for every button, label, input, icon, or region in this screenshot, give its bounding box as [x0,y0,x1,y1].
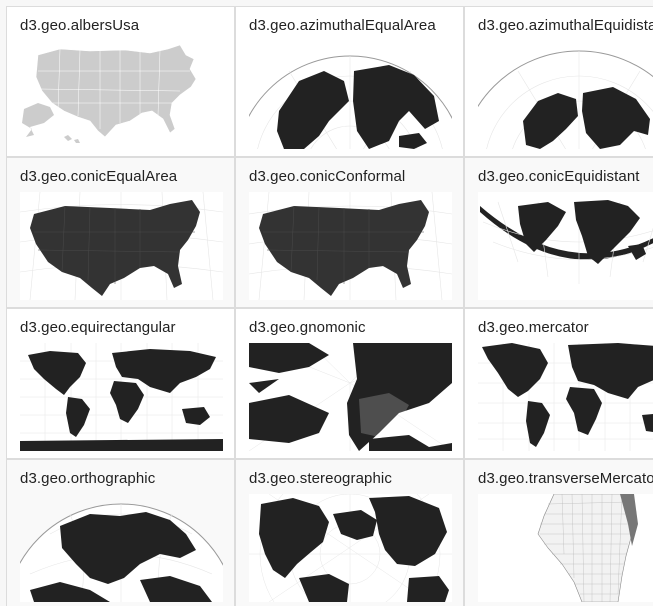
projection-thumbnail-azimuthal-equal-area [249,41,452,149]
projection-title: d3.geo.mercator [478,319,589,336]
projection-thumbnail-conic-conformal [249,192,452,300]
projection-thumbnail-conic-equal-area [20,192,223,300]
projection-card-azimuthal-equidistant[interactable]: d3.geo.azimuthalEquidistant [464,6,653,157]
projection-title: d3.geo.equirectangular [20,319,176,336]
projection-title: d3.geo.azimuthalEquidistant [478,17,653,34]
projection-card-conic-equidistant[interactable]: d3.geo.conicEquidistant [464,157,653,308]
projection-grid: d3.geo.albersUsa d3.geo.azimuthalEqualAr… [6,6,653,606]
projection-card-equirectangular[interactable]: d3.geo.equirectangular [6,308,235,459]
projection-card-mercator[interactable]: d3.geo.mercator [464,308,653,459]
projection-thumbnail-orthographic [20,494,223,602]
projection-title: d3.geo.orthographic [20,470,156,487]
projection-card-conic-conformal[interactable]: d3.geo.conicConformal [235,157,464,308]
projection-thumbnail-mercator [478,343,653,451]
projection-card-orthographic[interactable]: d3.geo.orthographic [6,459,235,606]
projection-title: d3.geo.gnomonic [249,319,366,336]
projection-thumbnail-transverse-mercator [478,494,653,602]
projection-title: d3.geo.stereographic [249,470,392,487]
projection-thumbnail-gnomonic [249,343,452,451]
projection-card-albersusa[interactable]: d3.geo.albersUsa [6,6,235,157]
projection-card-azimuthal-equal-area[interactable]: d3.geo.azimuthalEqualArea [235,6,464,157]
projection-title: d3.geo.conicConformal [249,168,406,185]
projection-card-transverse-mercator[interactable]: d3.geo.transverseMercator [464,459,653,606]
projection-title: d3.geo.conicEquidistant [478,168,640,185]
projection-thumbnail-equirectangular [20,343,223,451]
projection-title: d3.geo.azimuthalEqualArea [249,17,436,34]
projection-title: d3.geo.conicEqualArea [20,168,178,185]
projection-thumbnail-conic-equidistant [478,192,653,300]
projection-title: d3.geo.albersUsa [20,17,140,34]
projection-thumbnail-stereographic [249,494,452,602]
projection-thumbnail-albersusa [20,41,223,149]
projection-card-conic-equal-area[interactable]: d3.geo.conicEqualArea [6,157,235,308]
projection-title: d3.geo.transverseMercator [478,470,653,487]
projection-card-gnomonic[interactable]: d3.geo.gnomonic [235,308,464,459]
projection-thumbnail-azimuthal-equidistant [478,41,653,149]
projection-card-stereographic[interactable]: d3.geo.stereographic [235,459,464,606]
